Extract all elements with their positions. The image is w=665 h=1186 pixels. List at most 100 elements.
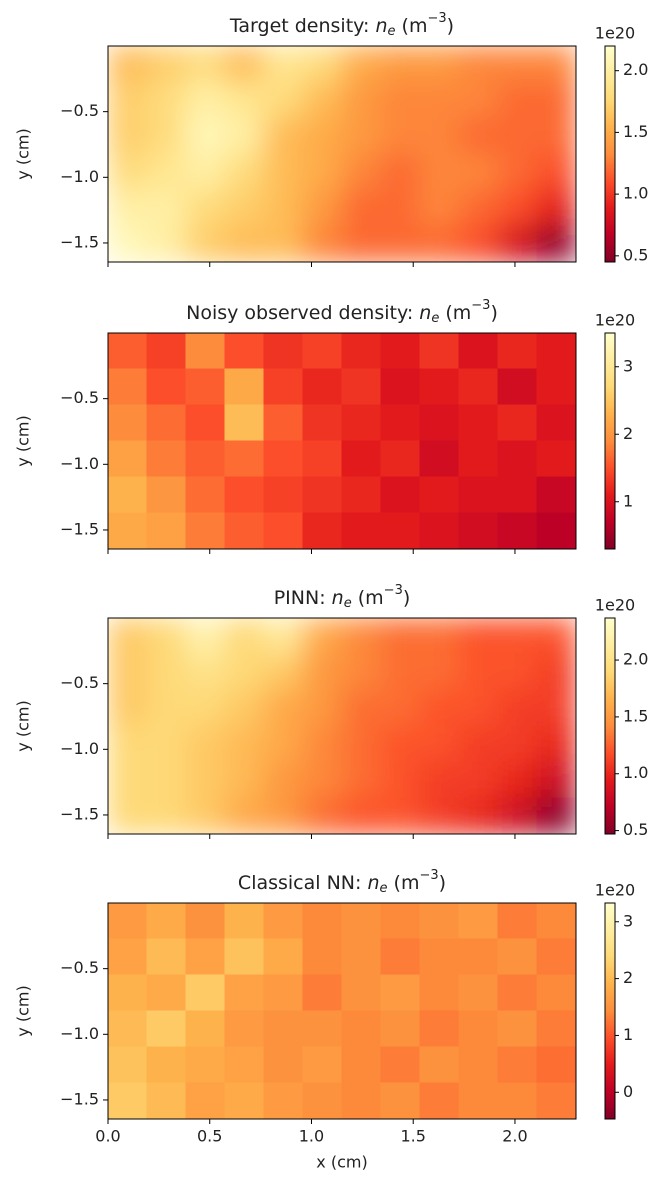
heat-cell — [224, 46, 265, 83]
heat-cell — [341, 476, 382, 514]
colorbar-tick-label: 3 — [623, 911, 633, 930]
heat-cell — [497, 440, 538, 478]
heat-cell — [185, 333, 226, 370]
heat-cell — [302, 512, 343, 549]
y-tick-label: −1.5 — [60, 804, 99, 823]
title-part: ) — [490, 302, 497, 324]
heat-cell — [224, 440, 265, 478]
heat-cell — [419, 725, 460, 763]
heat-cell — [224, 333, 265, 370]
heat-cell — [419, 117, 460, 155]
heat-cell — [224, 974, 265, 1012]
heat-cell — [458, 440, 499, 478]
heat-cell — [380, 725, 421, 763]
heat-cell — [497, 81, 538, 119]
heat-cell — [536, 974, 576, 1012]
title-part: −3 — [427, 11, 446, 26]
chart-title: Classical NN: ne (m−3) — [238, 868, 446, 896]
heat-cell — [302, 797, 343, 834]
colorbar-tick-label: 1.5 — [623, 122, 648, 141]
heat-cell — [380, 653, 421, 691]
heat-cell — [263, 653, 304, 691]
colorbar — [604, 902, 616, 1120]
heat-cell — [146, 153, 187, 191]
heat-cell — [185, 618, 226, 655]
heat-cell — [108, 368, 148, 406]
heat-cell — [302, 189, 343, 227]
colorbar-tick-label: 1.5 — [623, 706, 648, 725]
heat-cell — [341, 797, 382, 834]
heat-cell — [263, 476, 304, 514]
heat-cell — [458, 761, 499, 799]
heat-cell — [458, 1082, 499, 1119]
heat-cell — [263, 725, 304, 763]
heat-cell — [263, 903, 304, 940]
heat-cell — [419, 689, 460, 727]
heat-cell — [263, 1082, 304, 1119]
heat-cell — [302, 404, 343, 442]
y-tick-label: −1.0 — [60, 167, 99, 186]
heat-cell — [458, 81, 499, 119]
heat-cell — [458, 225, 499, 262]
heat-cell — [146, 761, 187, 799]
heat-cell — [380, 1010, 421, 1048]
heat-cell — [185, 1010, 226, 1048]
heat-cell — [380, 1046, 421, 1084]
heat-cell — [536, 440, 576, 478]
heat-cell — [224, 368, 265, 406]
heat-cell — [146, 797, 187, 834]
heat-cell — [497, 117, 538, 155]
title-part: n — [375, 15, 387, 37]
heat-cell — [108, 476, 148, 514]
heat-cell — [108, 404, 148, 442]
heat-cell — [302, 225, 343, 262]
colorbar-tick-label: 2 — [623, 424, 633, 443]
heat-cell — [341, 333, 382, 370]
heat-cell — [146, 653, 187, 691]
heat-cell — [341, 1046, 382, 1084]
colorbar-tick-label: 1 — [623, 1025, 633, 1044]
heat-cell — [302, 938, 343, 976]
heat-cell — [458, 938, 499, 976]
y-axis-label: y (cm) — [14, 985, 33, 1036]
colorbar-tick-label: 1 — [623, 491, 633, 510]
title-part: n — [367, 872, 379, 894]
title-part: e — [380, 881, 388, 896]
heat-cell — [497, 689, 538, 727]
heat-cell — [224, 725, 265, 763]
y-tick-label: −1.5 — [60, 519, 99, 538]
heat-cell — [536, 404, 576, 442]
heat-cell — [419, 1010, 460, 1048]
heat-cell — [419, 153, 460, 191]
heat-cell — [146, 903, 187, 940]
heat-cell — [380, 618, 421, 655]
y-tick-label: −0.5 — [60, 388, 99, 407]
title-part: e — [431, 311, 439, 326]
heat-cell — [497, 476, 538, 514]
heat-cell — [185, 761, 226, 799]
heatmap — [108, 618, 576, 834]
heat-cell — [224, 404, 265, 442]
title-part: Classical NN: — [238, 872, 368, 894]
y-tick-label: −0.5 — [60, 673, 99, 692]
heat-cell — [263, 938, 304, 976]
heat-cell — [380, 404, 421, 442]
heat-cell — [263, 404, 304, 442]
heat-cell — [224, 117, 265, 155]
colorbar-tick-label: 1.0 — [623, 184, 648, 203]
heat-cell — [263, 189, 304, 227]
heatmap — [108, 46, 576, 262]
heat-cell — [536, 46, 576, 83]
heat-cell — [497, 725, 538, 763]
heat-cell — [380, 512, 421, 549]
heat-cell — [419, 512, 460, 549]
heat-cell — [108, 46, 148, 83]
heat-cell — [146, 404, 187, 442]
heat-cell — [224, 512, 265, 549]
heat-cell — [536, 117, 576, 155]
heat-cell — [341, 404, 382, 442]
heat-cell — [185, 81, 226, 119]
heat-cell — [302, 1082, 343, 1119]
heat-cell — [224, 1010, 265, 1048]
